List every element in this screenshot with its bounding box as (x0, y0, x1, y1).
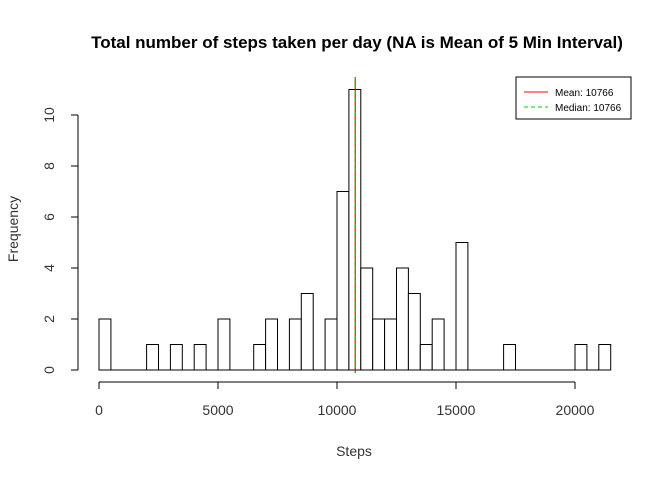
histogram-bar (193, 344, 207, 371)
y-axis: 0 2 4 6 8 10 (41, 107, 79, 374)
y-tick-label: 2 (41, 315, 57, 323)
histogram-bar (146, 344, 160, 371)
histogram-bar (98, 318, 112, 371)
legend-median-label: Median: 10766 (555, 103, 622, 114)
histogram-bar (288, 318, 302, 371)
y-tick-label: 4 (41, 264, 57, 272)
legend-box (515, 76, 632, 120)
histogram-bar (574, 344, 588, 371)
histogram-bar (217, 318, 231, 371)
x-tick-label: 15000 (437, 402, 476, 418)
histogram-bar (324, 318, 338, 371)
histogram-bar (431, 318, 445, 371)
y-axis-label: Frequency (5, 196, 21, 262)
histogram-bar (265, 318, 279, 371)
histogram-bar (455, 242, 469, 371)
y-tick-label: 8 (41, 162, 57, 170)
histogram-bar (503, 344, 517, 371)
chart-title: Total number of steps taken per day (NA … (91, 33, 623, 52)
x-tick-label: 5000 (202, 402, 233, 418)
legend: Mean: 10766 Median: 10766 (515, 76, 632, 120)
histogram-bar (336, 191, 350, 371)
histogram-bar (360, 267, 374, 371)
histogram-bar (372, 318, 386, 371)
histogram-bar (419, 344, 433, 371)
x-tick-label: 20000 (556, 402, 595, 418)
x-axis-label: Steps (336, 443, 372, 459)
histogram-bar (253, 344, 267, 371)
x-axis: 0 5000 10000 15000 20000 (95, 381, 595, 418)
histogram-bar (598, 344, 612, 371)
histogram-bar (407, 293, 421, 371)
y-tick-label: 10 (41, 107, 57, 123)
histogram-bar (169, 344, 183, 371)
legend-mean-label: Mean: 10766 (555, 88, 614, 99)
y-tick-label: 6 (41, 213, 57, 221)
histogram-bar (396, 267, 409, 371)
x-tick-label: 0 (95, 402, 103, 418)
x-tick-label: 10000 (318, 402, 357, 418)
histogram-bar (300, 293, 314, 371)
histogram-bar (384, 318, 398, 371)
y-tick-label: 0 (41, 366, 57, 374)
